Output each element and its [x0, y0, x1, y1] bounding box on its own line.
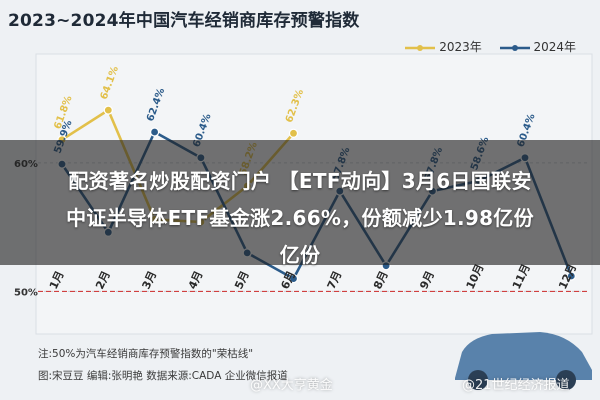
- legend-swatch-2024: [499, 44, 530, 51]
- data-point: [288, 128, 299, 138]
- headline-line-2: 中证半导体ETF基金涨2.66%，份额减少1.98亿份: [66, 206, 534, 230]
- headline-line-1: 配资著名炒股配资门户 【ETF动向】3月6日国联安: [68, 169, 532, 193]
- car-wheel-front: [468, 370, 488, 390]
- data-point: [566, 271, 576, 281]
- legend-item-2024: 2024年: [499, 38, 576, 55]
- legend-label-2024: 2024年: [533, 40, 576, 54]
- data-point: [103, 105, 113, 115]
- legend-item-2023: 2023年: [405, 38, 482, 55]
- watermark-left: @XX大亨黄金: [250, 378, 333, 393]
- footer-credits: 图:宋豆豆 编辑:张明艳 数据来源:CADA 企业微信报道: [38, 370, 288, 382]
- headline-line-3: 亿份: [279, 243, 321, 267]
- car-wheel-rear: [556, 370, 576, 390]
- headline-overlay: [0, 140, 600, 265]
- data-point: [288, 273, 299, 284]
- legend-label-2023: 2023年: [439, 40, 482, 54]
- chart-title: 2023~2024年中国汽车经销商库存预警指数: [8, 11, 360, 31]
- car-illustration: [455, 332, 592, 380]
- watermark-right: @21世纪经济报道: [462, 378, 570, 393]
- y-tick-label: 50%: [14, 287, 38, 298]
- data-point: [150, 127, 160, 137]
- legend: 2023年 2024年: [391, 38, 576, 55]
- legend-swatch-2023: [405, 44, 436, 51]
- footer-note: 注:50%为汽车经销商库存预警指数的"荣枯线": [38, 348, 254, 360]
